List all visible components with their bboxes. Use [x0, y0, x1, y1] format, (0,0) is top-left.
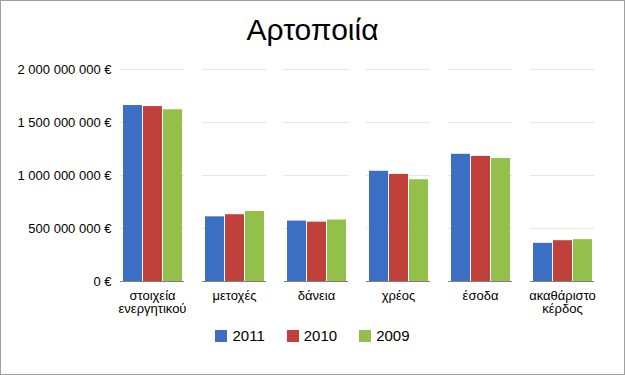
- html-text:2009: 2009: [376, 327, 410, 344]
- svg-text:0 €: 0 €: [93, 274, 112, 289]
- svg-text:500 000 000 €: 500 000 000 €: [28, 221, 112, 236]
- html-text:2011: 2011: [232, 327, 265, 344]
- html-text:2010: 2010: [303, 327, 338, 344]
- svg-text:στοιχείαενεργητικού: στοιχείαενεργητικού: [119, 288, 187, 316]
- svg-text:1 500 000 000 €: 1 500 000 000 €: [18, 115, 113, 130]
- svg-text:δάνεια: δάνεια: [298, 288, 336, 303]
- svg-text:1 000 000 000 €: 1 000 000 000 €: [18, 168, 113, 183]
- svg-text:2 000 000 000 €: 2 000 000 000 €: [18, 62, 113, 77]
- svg-text:έσοδα: έσοδα: [463, 288, 499, 303]
- svg-text:χρέος: χρέος: [382, 288, 416, 303]
- svg-text:ακαθάριστοκέρδος: ακαθάριστοκέρδος: [529, 288, 596, 316]
- html-text:Αρτοποιία: Αρτοποιία: [246, 13, 379, 46]
- svg-text:μετοχές: μετοχές: [212, 288, 256, 303]
